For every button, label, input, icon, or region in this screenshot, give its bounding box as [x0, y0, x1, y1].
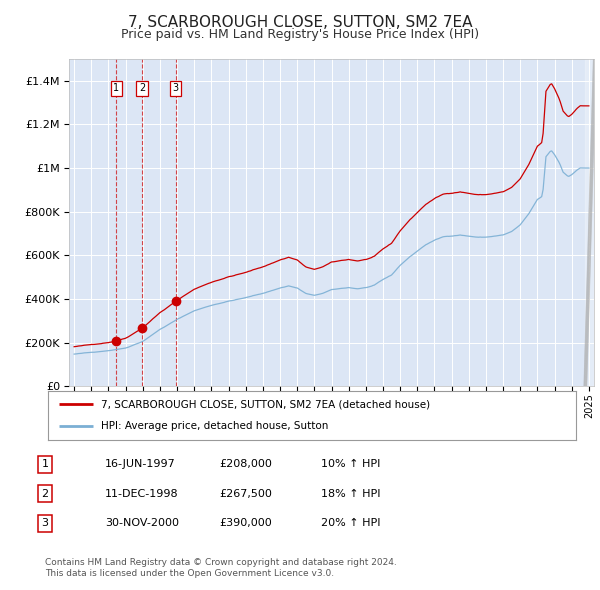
Text: 3: 3: [173, 83, 179, 93]
Text: 3: 3: [41, 519, 49, 528]
Text: Contains HM Land Registry data © Crown copyright and database right 2024.
This d: Contains HM Land Registry data © Crown c…: [45, 558, 397, 578]
Text: Price paid vs. HM Land Registry's House Price Index (HPI): Price paid vs. HM Land Registry's House …: [121, 28, 479, 41]
Text: £267,500: £267,500: [219, 489, 272, 499]
Text: 2: 2: [139, 83, 145, 93]
Text: 16-JUN-1997: 16-JUN-1997: [105, 460, 176, 469]
Text: 7, SCARBOROUGH CLOSE, SUTTON, SM2 7EA: 7, SCARBOROUGH CLOSE, SUTTON, SM2 7EA: [128, 15, 472, 30]
Text: 1: 1: [41, 460, 49, 469]
Bar: [584, 59, 594, 386]
Text: 1: 1: [113, 83, 119, 93]
Text: 30-NOV-2000: 30-NOV-2000: [105, 519, 179, 528]
Text: 20% ↑ HPI: 20% ↑ HPI: [321, 519, 380, 528]
Text: 7, SCARBOROUGH CLOSE, SUTTON, SM2 7EA (detached house): 7, SCARBOROUGH CLOSE, SUTTON, SM2 7EA (d…: [101, 399, 430, 409]
Text: 10% ↑ HPI: 10% ↑ HPI: [321, 460, 380, 469]
Text: 18% ↑ HPI: 18% ↑ HPI: [321, 489, 380, 499]
Text: £390,000: £390,000: [219, 519, 272, 528]
Text: 11-DEC-1998: 11-DEC-1998: [105, 489, 179, 499]
Text: 2: 2: [41, 489, 49, 499]
Text: £208,000: £208,000: [219, 460, 272, 469]
Text: HPI: Average price, detached house, Sutton: HPI: Average price, detached house, Sutt…: [101, 421, 328, 431]
